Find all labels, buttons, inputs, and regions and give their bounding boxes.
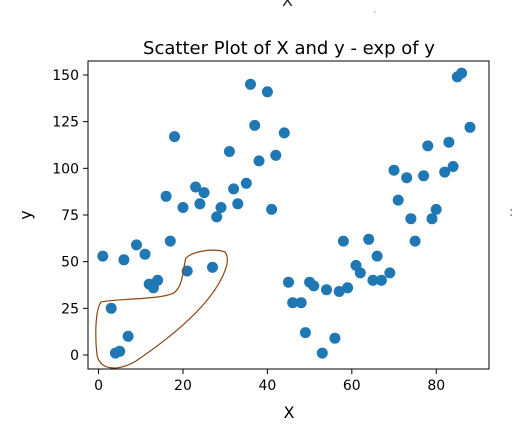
data-point-31 xyxy=(270,149,282,161)
cropped-tick-mark: . xyxy=(373,3,377,16)
data-point-29 xyxy=(261,86,273,98)
data-point-25 xyxy=(240,177,252,189)
x-tick-label: 20 xyxy=(174,378,192,394)
data-point-58 xyxy=(422,140,434,152)
data-point-11 xyxy=(160,190,172,202)
data-point-6 xyxy=(131,239,142,251)
x-tick-label: 0 xyxy=(94,378,103,394)
data-point-54 xyxy=(401,172,413,184)
y-tick-label: 25 xyxy=(61,301,79,317)
hand-drawn-annotation xyxy=(95,249,228,369)
data-point-3 xyxy=(114,345,126,357)
data-point-41 xyxy=(329,332,341,344)
data-point-27 xyxy=(249,119,261,131)
data-point-46 xyxy=(354,267,366,279)
data-point-40 xyxy=(321,284,332,296)
data-point-30 xyxy=(266,203,278,215)
data-point-35 xyxy=(295,297,307,309)
data-point-7 xyxy=(139,248,151,260)
data-point-4 xyxy=(118,254,130,266)
data-point-61 xyxy=(439,166,451,178)
y-tick-label: 150 xyxy=(52,68,79,84)
data-point-59 xyxy=(426,213,438,225)
data-point-19 xyxy=(207,261,218,273)
data-point-28 xyxy=(253,155,265,167)
y-tick-label: 125 xyxy=(52,115,79,131)
data-point-34 xyxy=(287,297,299,309)
data-point-47 xyxy=(363,233,375,245)
data-point-57 xyxy=(418,170,430,182)
data-point-56 xyxy=(409,235,421,247)
y-tick-label: 100 xyxy=(52,161,79,177)
data-point-5 xyxy=(122,330,134,342)
x-tick-label: 40 xyxy=(258,378,276,394)
data-point-33 xyxy=(283,276,294,288)
x-axis-label: X xyxy=(284,403,295,422)
y-axis: 0 25 50 75 100 125 150 xyxy=(52,68,88,364)
data-point-42 xyxy=(333,286,345,297)
data-point-32 xyxy=(278,127,290,139)
data-point-65 xyxy=(456,67,468,79)
data-point-0 xyxy=(97,250,109,262)
data-point-36 xyxy=(299,327,311,339)
data-point-16 xyxy=(190,181,202,193)
data-point-1 xyxy=(105,302,117,314)
data-point-55 xyxy=(405,213,417,225)
data-point-12 xyxy=(164,235,176,247)
cropped-axis-label-x: X xyxy=(282,0,293,10)
data-point-18 xyxy=(198,187,210,199)
data-point-52 xyxy=(388,164,400,176)
y-axis-label: y xyxy=(16,210,35,219)
data-point-14 xyxy=(177,202,189,213)
data-point-23 xyxy=(228,183,240,195)
data-point-17 xyxy=(194,198,206,210)
data-point-49 xyxy=(371,250,383,262)
data-point-66 xyxy=(464,121,476,133)
data-point-20 xyxy=(211,211,223,223)
data-point-50 xyxy=(375,274,387,286)
cropped-right-fragment: : xyxy=(509,205,513,220)
data-point-38 xyxy=(308,280,320,292)
data-point-43 xyxy=(337,235,349,247)
x-axis: 0 20 40 60 80 xyxy=(94,369,445,394)
x-tick-label: 60 xyxy=(343,378,361,394)
data-point-22 xyxy=(223,146,235,157)
data-point-10 xyxy=(152,274,164,286)
chart-title: Scatter Plot of X and y - exp of y xyxy=(143,38,435,59)
y-tick-label: 75 xyxy=(61,208,79,224)
data-point-39 xyxy=(316,347,328,359)
x-tick-label: 80 xyxy=(427,378,445,394)
data-point-62 xyxy=(443,136,455,148)
data-point-44 xyxy=(342,282,354,294)
data-point-48 xyxy=(367,274,379,286)
data-point-24 xyxy=(232,198,244,210)
data-point-53 xyxy=(392,194,404,206)
data-points xyxy=(97,67,476,359)
data-point-63 xyxy=(447,161,459,172)
data-point-51 xyxy=(384,267,396,279)
data-point-60 xyxy=(430,203,442,215)
y-tick-label: 0 xyxy=(70,348,79,364)
y-tick-label: 50 xyxy=(61,255,79,271)
data-point-26 xyxy=(245,78,256,90)
data-point-21 xyxy=(215,202,227,213)
data-point-13 xyxy=(169,131,180,143)
